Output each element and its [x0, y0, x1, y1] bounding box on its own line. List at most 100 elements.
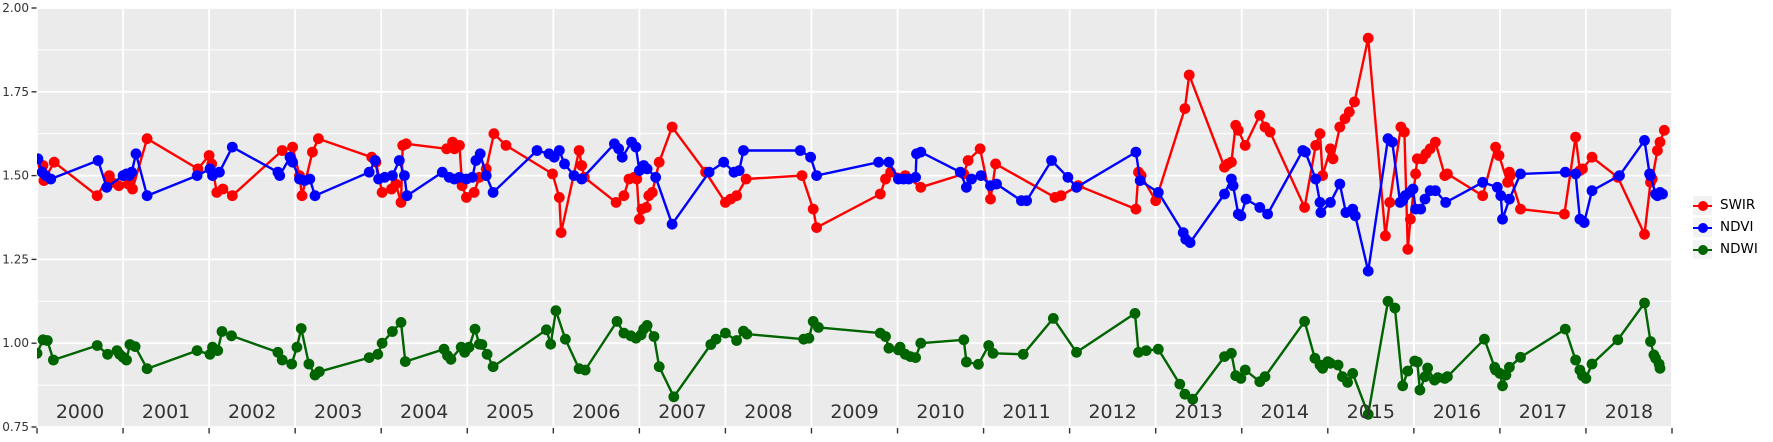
- swir-point: [217, 183, 229, 195]
- swir-point: [666, 121, 678, 133]
- ndwi-point: [1226, 347, 1237, 359]
- ndwi-point: [611, 316, 623, 327]
- swir-point: [141, 133, 153, 145]
- ndwi-point: [395, 317, 407, 328]
- swir-point: [653, 156, 665, 168]
- ndvi-point: [1559, 166, 1571, 178]
- ndvi-point: [1578, 217, 1590, 228]
- x-tick-label-2018: 2018: [1605, 401, 1653, 423]
- ndwi-point: [880, 331, 891, 342]
- swir-point: [1380, 230, 1391, 242]
- x-tick-label-2007: 2007: [658, 401, 706, 423]
- ndvi-point: [467, 171, 478, 183]
- ndwi-dot-icon: [1697, 244, 1708, 255]
- swir-point: [807, 203, 819, 215]
- ndvi-point: [474, 148, 486, 160]
- series-ndvi: [37, 133, 1668, 277]
- ndwi-point: [961, 356, 972, 368]
- x-tick-label-2012: 2012: [1088, 401, 1136, 423]
- swir-point: [91, 190, 103, 202]
- ndwi-point: [1411, 356, 1423, 368]
- ndwi-point: [545, 338, 557, 350]
- ndwi-point: [741, 328, 753, 340]
- ndvi-point: [1219, 188, 1230, 200]
- swir-point: [974, 143, 986, 155]
- swir-point: [1493, 150, 1505, 161]
- ndvi-point: [1062, 171, 1074, 183]
- ndwi-point: [141, 363, 153, 375]
- ndwi-point: [1342, 377, 1353, 388]
- ndwi-point: [37, 347, 43, 359]
- ndvi-point: [226, 141, 238, 153]
- ndwi-point: [1422, 362, 1433, 374]
- swir-point: [915, 181, 927, 193]
- ndvi-point: [1430, 185, 1441, 197]
- ndwi-point: [803, 332, 815, 344]
- x-tick-label-2005: 2005: [486, 401, 534, 423]
- y-tick-label-1.00: 1.00: [2, 336, 29, 350]
- legend-item-swir: SWIR: [1693, 196, 1758, 215]
- ndwi-point: [226, 330, 237, 342]
- ndvi-point: [399, 170, 410, 182]
- ndvi-point: [214, 166, 225, 178]
- swir-point: [740, 173, 752, 185]
- ndvi-point: [1235, 210, 1247, 222]
- swir-point: [555, 227, 567, 239]
- ndvi-point: [1254, 202, 1266, 213]
- swir-point: [618, 190, 630, 202]
- swir-point: [1362, 32, 1374, 44]
- swir-point: [1254, 109, 1266, 121]
- series-swir: [37, 32, 1670, 255]
- ndwi-point: [641, 320, 653, 331]
- swir-point: [1226, 156, 1237, 168]
- ndwi-point: [476, 339, 488, 350]
- ndwi-point: [1586, 358, 1598, 370]
- ndvi-point: [1407, 183, 1419, 195]
- ndwi-point: [1639, 297, 1650, 309]
- ndwi-point: [813, 322, 824, 333]
- ndvi-point: [37, 153, 44, 165]
- swir-point: [1410, 168, 1421, 180]
- ndvi-point: [641, 163, 653, 175]
- ndvi-point: [873, 156, 884, 168]
- ndwi-point: [1654, 362, 1666, 374]
- ndvi-point: [101, 181, 113, 193]
- ndwi-point: [487, 361, 499, 373]
- swir-point: [203, 150, 215, 161]
- ndwi-point: [216, 326, 228, 337]
- swir-point: [1430, 136, 1441, 148]
- ndvi-point: [616, 151, 628, 163]
- ndvi-point: [1419, 193, 1431, 205]
- swir-point: [461, 192, 472, 203]
- ndwi-point: [1187, 393, 1199, 405]
- y-tick-label-1.25: 1.25: [2, 252, 29, 266]
- ndvi-point: [1614, 170, 1625, 182]
- ndwi-point: [313, 366, 325, 378]
- ndvi-point: [1152, 187, 1164, 198]
- ndwi-point: [1174, 378, 1186, 390]
- ndvi-point: [1386, 136, 1398, 148]
- swir-point: [113, 180, 125, 192]
- ndvi-point: [141, 190, 153, 202]
- ndvi-point: [1300, 146, 1311, 158]
- ndwi-point: [1179, 388, 1191, 400]
- ndwi-point: [372, 348, 384, 360]
- swir-point: [811, 222, 822, 234]
- ndvi-point: [1021, 195, 1032, 207]
- swir-point: [1515, 203, 1526, 215]
- ndwi-point: [1347, 368, 1359, 379]
- swir-point: [226, 190, 238, 202]
- ndvi-point: [401, 190, 413, 202]
- ndvi-point: [1440, 197, 1452, 208]
- ndwi-point: [1442, 371, 1453, 383]
- ndvi-point: [650, 171, 662, 183]
- swir-point: [276, 145, 288, 156]
- ndvi-point: [910, 171, 921, 183]
- ndvi-point: [975, 170, 987, 182]
- swir-point: [1232, 124, 1244, 136]
- ndvi-point: [1639, 135, 1650, 146]
- ndwi-point: [276, 354, 288, 366]
- ndwi-point: [1047, 313, 1059, 324]
- swir-point: [1654, 136, 1666, 148]
- ndwi-point: [1332, 359, 1344, 371]
